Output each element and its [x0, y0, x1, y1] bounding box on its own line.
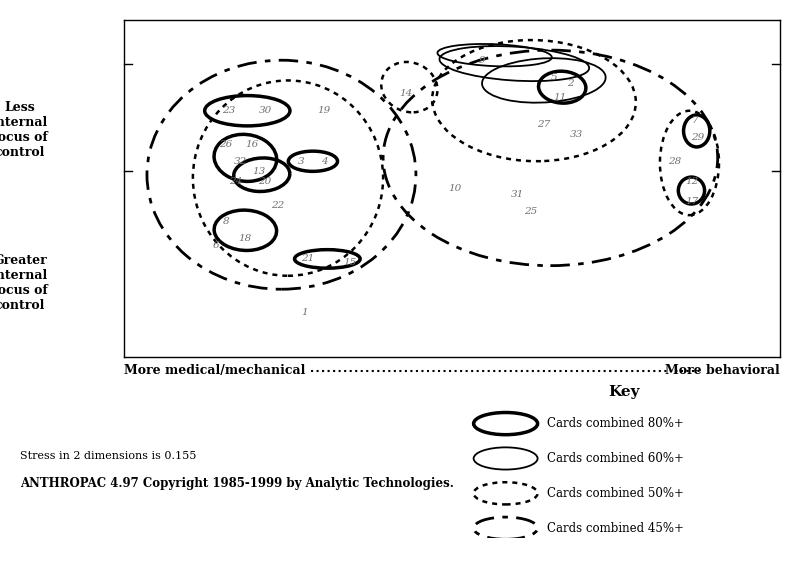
- Text: 23: 23: [222, 106, 235, 115]
- Text: 2: 2: [566, 79, 574, 88]
- Text: 7: 7: [691, 117, 698, 125]
- Text: Cards combined 50%+: Cards combined 50%+: [547, 487, 684, 500]
- Text: 6: 6: [213, 241, 219, 250]
- Text: Stress in 2 dimensions is 0.155: Stress in 2 dimensions is 0.155: [20, 451, 196, 461]
- Text: 16: 16: [246, 140, 258, 149]
- Text: 22: 22: [271, 200, 285, 209]
- Text: 25: 25: [524, 207, 538, 216]
- Text: ANTHROPAC 4.97 Copyright 1985-1999 by Analytic Technologies.: ANTHROPAC 4.97 Copyright 1985-1999 by An…: [20, 478, 454, 490]
- Text: Cards combined 45%+: Cards combined 45%+: [547, 522, 684, 535]
- Text: 20: 20: [258, 177, 272, 186]
- Text: 28: 28: [669, 157, 682, 166]
- Text: 27: 27: [538, 119, 550, 128]
- Text: 13: 13: [252, 167, 265, 176]
- Text: 26: 26: [219, 140, 232, 149]
- Text: 31: 31: [511, 190, 524, 199]
- Text: Cards combined 60%+: Cards combined 60%+: [547, 452, 684, 465]
- Text: 24: 24: [229, 177, 242, 186]
- Text: More behavioral: More behavioral: [666, 365, 780, 377]
- Text: Key: Key: [608, 385, 640, 399]
- Text: 3: 3: [298, 157, 305, 166]
- Text: Greater
internal
locus of
control: Greater internal locus of control: [0, 254, 48, 312]
- Text: 15: 15: [344, 258, 357, 267]
- Text: Cards combined 80%+: Cards combined 80%+: [547, 417, 684, 430]
- Text: 8: 8: [222, 217, 229, 226]
- Text: 14: 14: [399, 89, 413, 98]
- Text: 4: 4: [321, 157, 327, 166]
- Text: 11: 11: [554, 93, 567, 102]
- Text: 30: 30: [258, 106, 272, 115]
- Text: 33: 33: [570, 130, 583, 139]
- Text: 9: 9: [478, 55, 485, 65]
- Text: 12: 12: [685, 177, 698, 186]
- Text: 32: 32: [234, 157, 247, 166]
- Text: 19: 19: [318, 106, 330, 115]
- Text: 1: 1: [301, 308, 308, 318]
- Text: 5: 5: [550, 72, 557, 82]
- Text: 17: 17: [685, 197, 698, 206]
- Text: 29: 29: [691, 133, 705, 142]
- Text: 18: 18: [238, 234, 252, 243]
- Text: Less
internal
locus of
control: Less internal locus of control: [0, 101, 48, 159]
- Text: More medical/mechanical: More medical/mechanical: [124, 365, 306, 377]
- Text: 21: 21: [301, 254, 314, 263]
- Text: 10: 10: [449, 184, 462, 192]
